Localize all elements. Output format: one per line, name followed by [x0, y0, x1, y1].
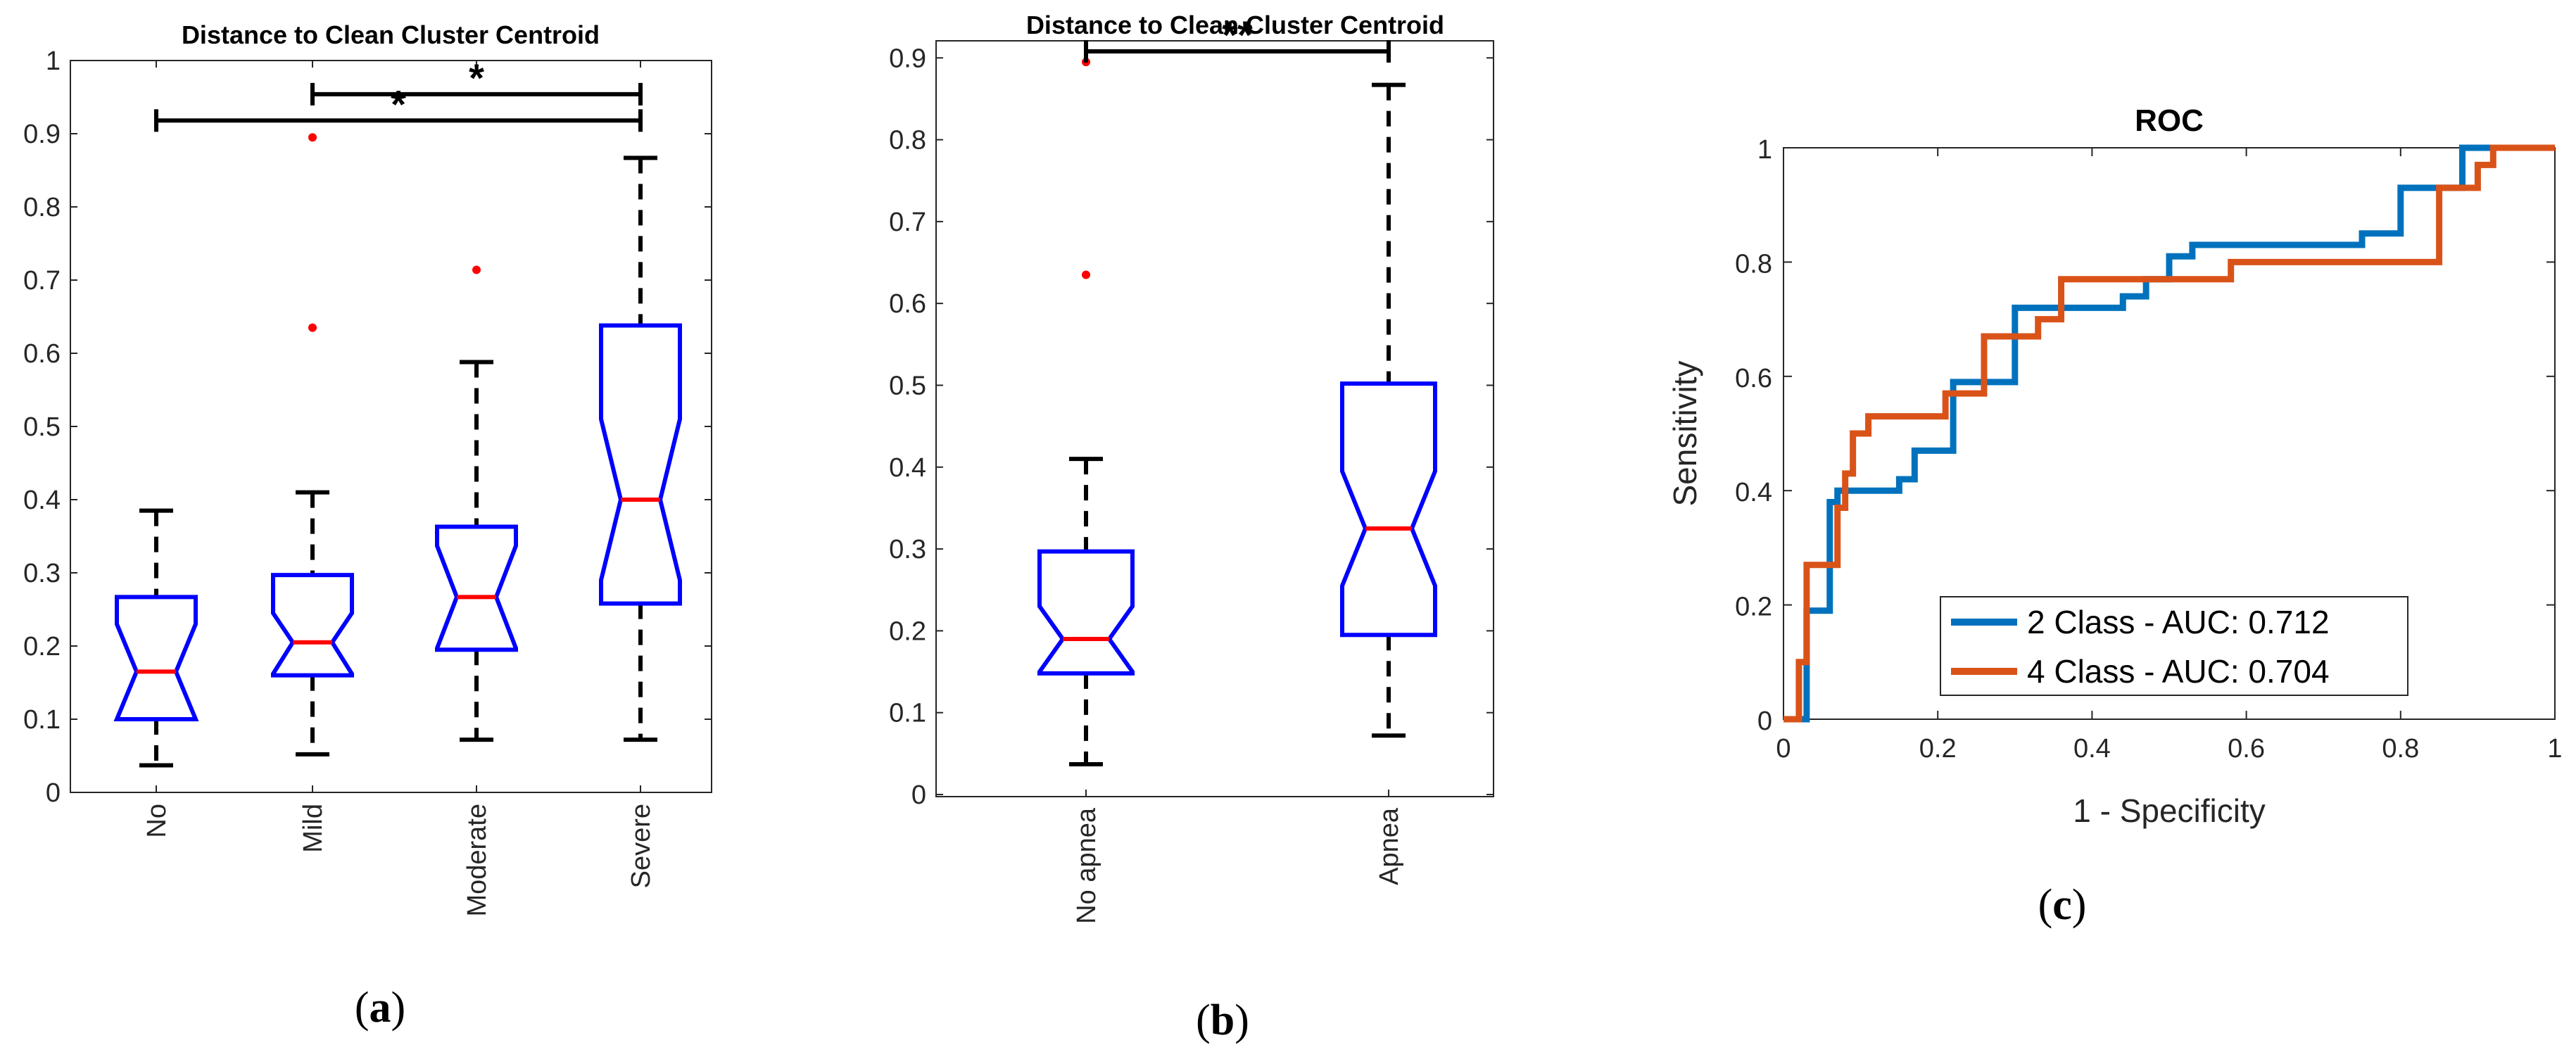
x-tick-label: 1	[2547, 734, 2562, 764]
y-tick-label: 0.6	[1735, 364, 1772, 393]
caption-open-paren: (	[2038, 881, 2053, 929]
caption-letter: a	[370, 984, 391, 1032]
x-tick-label: 0.2	[1919, 734, 1957, 764]
panel-b-title: Distance to Clean Cluster Centroid	[1026, 11, 1444, 39]
panel-b-x-axis: No apnea Apnea	[1072, 41, 1404, 924]
y-tick-label: 0.3	[889, 535, 926, 564]
panel-c-x-axis-label: 1 - Specificity	[2073, 792, 2266, 829]
x-tick-label: 0.6	[2228, 734, 2265, 764]
y-tick-label: 0.5	[23, 412, 61, 442]
caption-letter: c	[2052, 881, 2072, 929]
caption-open-paren: (	[355, 984, 370, 1032]
significance-label: *	[469, 56, 484, 100]
y-tick-label: 0.2	[1735, 593, 1772, 622]
panel-c-legend: 2 Class - AUC: 0.712 4 Class - AUC: 0.704	[1940, 596, 2408, 696]
y-tick-label: 0	[46, 778, 61, 808]
y-tick-label: 0.4	[1735, 478, 1772, 507]
panel-a-y-axis: 0 0.1 0.2 0.3 0.4 0.5 0.6 0.7 0.8 0.9 1	[23, 46, 712, 808]
significance-label: *	[391, 82, 406, 126]
roc-curve-2	[1783, 144, 2555, 723]
y-tick-label: 0.8	[23, 193, 61, 222]
panel-b-axes-frame	[935, 40, 1494, 797]
box	[1340, 381, 1437, 638]
panel-b-y-axis: 0 0.1 0.2 0.3 0.4 0.5 0.6 0.7 0.8 0.9	[889, 44, 1494, 810]
y-tick-label: 0.1	[23, 705, 61, 735]
y-tick-label: 0.7	[889, 208, 926, 237]
y-tick-label: 1	[1757, 135, 1772, 165]
panel-b-boxes	[1037, 58, 1437, 766]
panel-c-roc: ROC 0 0.2 0.4 0.6 0.8 1 0 0.2 0.4 0.6 0.8 1 1 - Spe…	[1667, 103, 2563, 929]
panel-b-significance-brackets: **	[1084, 13, 1391, 63]
panel-b-boxplot-apnea: Distance to Clean Cluster Centroid 00.10…	[889, 11, 1494, 1044]
box	[435, 524, 518, 652]
panel-a-title: Distance to Clean Cluster Centroid	[182, 20, 600, 49]
panel-c-axes: 0 0.2 0.4 0.6 0.8 1 0 0.2 0.4 0.6 0.8 1	[1735, 135, 2562, 764]
legend-label-1: 2 Class - AUC: 0.712	[2027, 604, 2330, 640]
y-tick-label: 0	[911, 780, 926, 810]
panel-c-y-axis-label: Sensitivity	[1667, 360, 1703, 506]
x-tick-label: Moderate	[462, 804, 492, 917]
panel-a-boxplot-severity: Distance to Clean Cluster Centroid 00.10…	[23, 20, 712, 1032]
outlier-point	[1082, 270, 1090, 279]
y-tick-label: 0.3	[23, 559, 61, 588]
panel-a-boxes	[113, 133, 682, 768]
caption-close-paren: )	[1235, 996, 1249, 1044]
x-tick-label: No apnea	[1072, 807, 1101, 924]
x-tick-label: 0	[1776, 734, 1791, 764]
outlier-point	[308, 323, 317, 332]
significance-label: **	[1222, 13, 1253, 57]
y-tick-label: 0.4	[23, 486, 61, 515]
caption-close-paren: )	[391, 984, 406, 1032]
box	[1037, 549, 1135, 676]
x-tick-label: Severe	[626, 804, 656, 888]
y-tick-label: 0.9	[23, 120, 61, 149]
y-tick-label: 0.6	[23, 339, 61, 369]
box	[113, 595, 199, 721]
panel-a-significance-brackets: **	[154, 56, 643, 132]
roc-curve-1	[1783, 144, 2555, 723]
x-tick-label: 0.8	[2382, 734, 2419, 764]
caption-letter: b	[1211, 996, 1235, 1044]
y-tick-label: 0.2	[23, 632, 61, 662]
panel-c-roc-curves	[1783, 144, 2555, 723]
panel-a-caption: (a)	[355, 984, 405, 1032]
x-tick-label: 0.4	[2073, 734, 2111, 764]
panel-c-title: ROC	[2135, 103, 2204, 138]
y-tick-label: 0.1	[889, 699, 926, 728]
panel-a-axes-frame	[70, 60, 712, 793]
panel-b-caption: (b)	[1196, 996, 1249, 1044]
caption-open-paren: (	[1196, 996, 1211, 1044]
x-tick-label: Apnea	[1375, 807, 1404, 885]
y-tick-label: 0.6	[889, 289, 926, 319]
y-tick-label: 0.9	[889, 44, 926, 73]
y-tick-label: 0.8	[1735, 249, 1772, 279]
outlier-point	[308, 133, 317, 142]
legend-label-2: 4 Class - AUC: 0.704	[2027, 653, 2330, 690]
panel-a-x-axis: No Mild Moderate Severe	[142, 61, 656, 917]
x-tick-label: Mild	[298, 804, 328, 853]
y-tick-label: 0.7	[23, 266, 61, 296]
box	[599, 323, 682, 606]
legend-box	[1940, 596, 2408, 696]
caption-close-paren: )	[2072, 881, 2087, 929]
y-tick-label: 0.4	[889, 453, 926, 483]
y-tick-label: 0	[1757, 707, 1772, 736]
panel-c-caption: (c)	[2038, 881, 2087, 929]
y-tick-label: 0.2	[889, 616, 926, 646]
y-tick-label: 1	[46, 46, 61, 76]
y-tick-label: 0.8	[889, 126, 926, 156]
x-tick-label: No	[142, 804, 172, 838]
y-tick-label: 0.5	[889, 371, 926, 400]
outlier-point	[472, 265, 481, 274]
box	[271, 573, 354, 678]
